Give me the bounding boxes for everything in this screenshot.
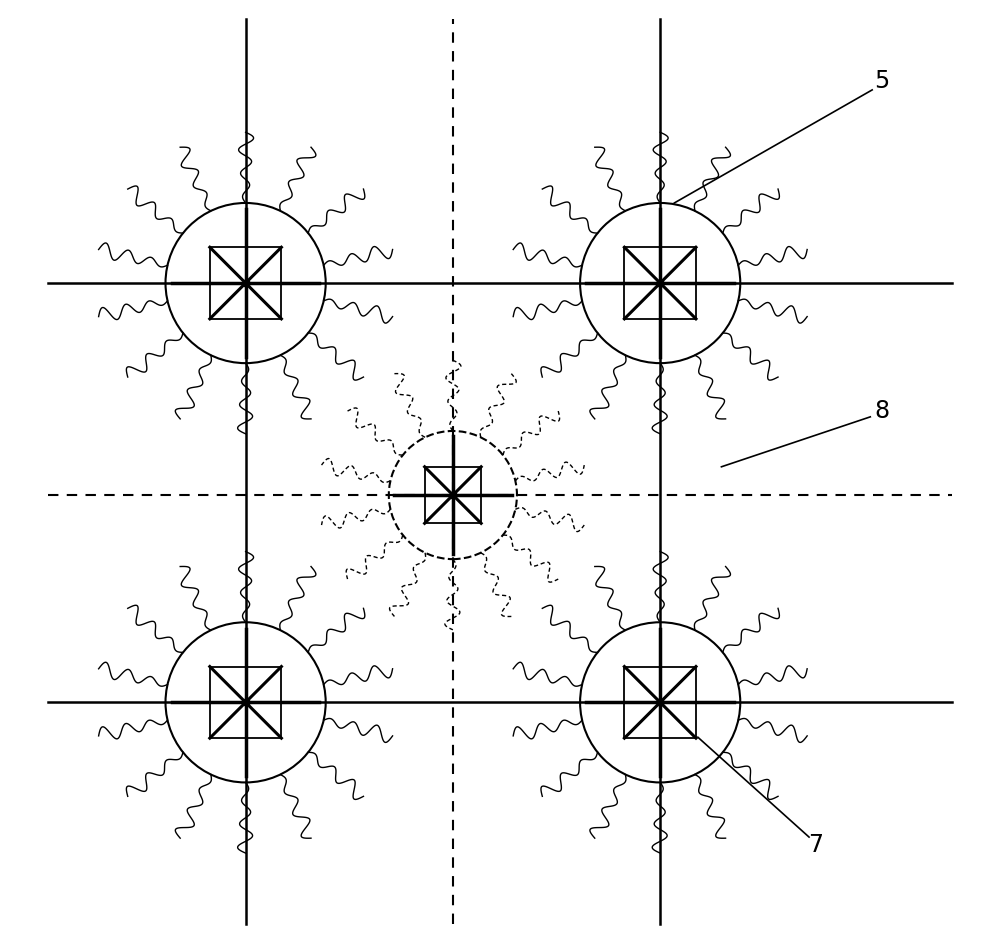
- Text: 7: 7: [808, 832, 823, 856]
- Text: 8: 8: [874, 398, 889, 423]
- Text: 5: 5: [874, 70, 889, 93]
